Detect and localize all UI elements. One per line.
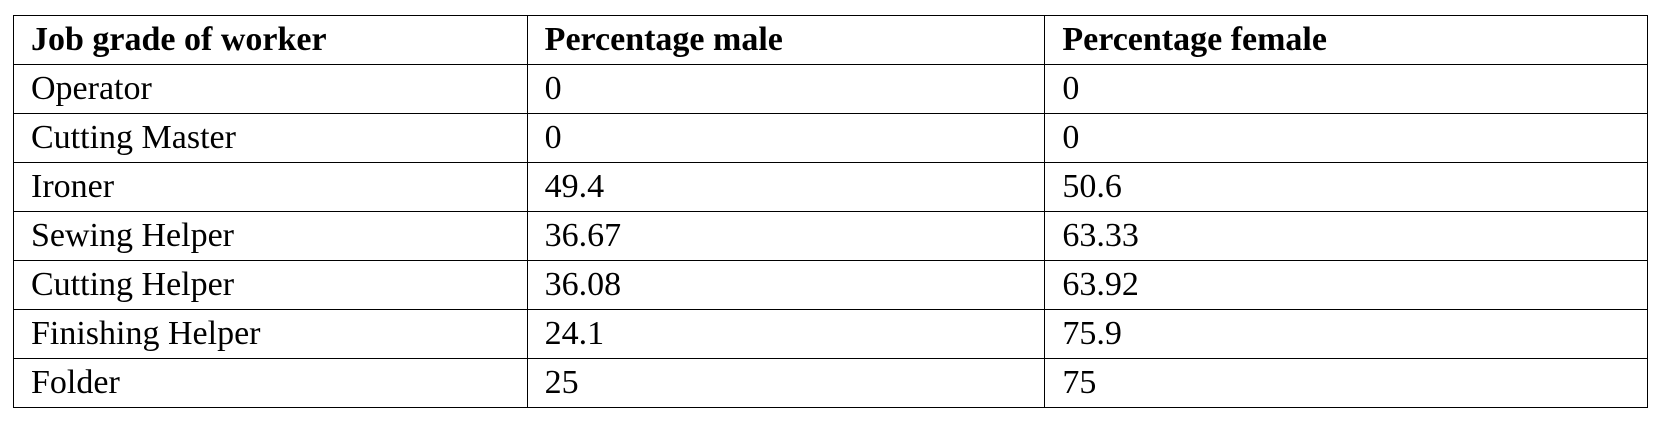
table-cell: Ironer [13,162,528,212]
table-cell: 75 [1044,358,1648,408]
table-cell: 24.1 [526,309,1046,359]
table-cell: 63.92 [1044,260,1648,310]
table-cell: 75.9 [1044,309,1648,359]
table-body: Operator 0 0 Cutting Master 0 0 Ironer 49.4 50.6… [13,64,1648,408]
header-cell: Percentage male [526,15,1046,65]
table-cell: Finishing Helper [13,309,528,359]
table-cell: Cutting Helper [13,260,528,310]
table-cell: 0 [1044,113,1648,163]
table-cell: 49.4 [526,162,1046,212]
table-cell: 0 [1044,64,1648,114]
table-cell: 63.33 [1044,211,1648,261]
table-row: Cutting Helper 36.08 63.92 [13,260,1648,310]
table-cell: 36.67 [526,211,1046,261]
table-cell: Sewing Helper [13,211,528,261]
header-cell: Percentage female [1044,15,1648,65]
table-row: Ironer 49.4 50.6 [13,162,1648,212]
table-cell: 25 [526,358,1046,408]
header-cell: Job grade of worker [13,15,528,65]
table-row: Cutting Master 0 0 [13,113,1648,163]
table-cell: 36.08 [526,260,1046,310]
table-row: Operator 0 0 [13,64,1648,114]
table-cell: Cutting Master [13,113,528,163]
table-cell: 0 [526,64,1046,114]
table-cell: 0 [526,113,1046,163]
header-row: Job grade of worker Percentage male Percen… [13,15,1648,65]
data-table: Job grade of worker Percentage male Percen… [13,15,1648,408]
table-row: Folder 25 75 [13,358,1648,408]
table-row: Finishing Helper 24.1 75.9 [13,309,1648,359]
table-cell: 50.6 [1044,162,1648,212]
table-row: Sewing Helper 36.67 63.33 [13,211,1648,261]
table-cell: Operator [13,64,528,114]
table-cell: Folder [13,358,528,408]
